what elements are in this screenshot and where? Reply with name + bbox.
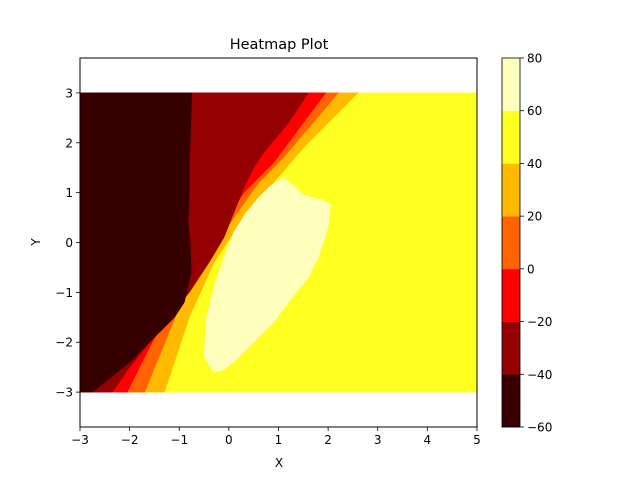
colorbar-segment bbox=[502, 58, 520, 112]
colorbar-segment bbox=[502, 374, 520, 428]
colorbar-segment bbox=[502, 163, 520, 217]
x-tick-label: 5 bbox=[473, 433, 481, 447]
contour-layer bbox=[79, 92, 478, 393]
contour-band-60-80 bbox=[203, 177, 331, 373]
x-tick-label: 4 bbox=[424, 433, 432, 447]
y-tick-label: −3 bbox=[55, 386, 73, 400]
plot-area bbox=[79, 57, 478, 428]
colorbar-tick-label: 20 bbox=[527, 210, 542, 224]
x-tick-label: −3 bbox=[71, 433, 89, 447]
colorbar-frame bbox=[501, 57, 521, 428]
x-tick-label: 3 bbox=[374, 433, 382, 447]
chart-title: Heatmap Plot bbox=[230, 37, 329, 53]
contour-band-m60mm40 bbox=[79, 92, 193, 393]
x-tick-label: 2 bbox=[324, 433, 332, 447]
y-tick-label: 0 bbox=[65, 236, 73, 250]
colorbar: −60 −40 −20 0 20 40 60 80 bbox=[501, 52, 552, 435]
y-tick-label: 2 bbox=[65, 136, 73, 150]
x-axis: −3 −2 −1 0 1 2 3 4 5 bbox=[71, 427, 481, 447]
y-axis: −3 −2 −1 0 1 2 3 bbox=[55, 86, 80, 400]
x-tick-label: −1 bbox=[170, 433, 188, 447]
colorbar-segment bbox=[502, 321, 520, 375]
y-tick-label: −2 bbox=[55, 336, 73, 350]
y-axis-label: Y bbox=[29, 238, 43, 247]
colorbar-segment bbox=[502, 110, 520, 164]
y-tick-label: −1 bbox=[55, 286, 73, 300]
colorbar-tick-label: 60 bbox=[527, 104, 542, 118]
colorbar-tick-label: −20 bbox=[527, 315, 552, 329]
colorbar-segment bbox=[502, 268, 520, 322]
colorbar-segment bbox=[502, 216, 520, 270]
x-tick-label: −2 bbox=[121, 433, 139, 447]
y-tick-label: 1 bbox=[65, 186, 73, 200]
colorbar-tick-label: 40 bbox=[527, 157, 542, 171]
x-axis-label: X bbox=[275, 456, 283, 470]
colorbar-tick-label: −60 bbox=[527, 421, 552, 435]
x-tick-label: 1 bbox=[275, 433, 283, 447]
y-tick-label: 3 bbox=[65, 86, 73, 100]
colorbar-tick-label: −40 bbox=[527, 368, 552, 382]
x-tick-label: 0 bbox=[225, 433, 233, 447]
colorbar-tick-label: 0 bbox=[527, 262, 535, 276]
colorbar-tick-label: 80 bbox=[527, 52, 542, 66]
